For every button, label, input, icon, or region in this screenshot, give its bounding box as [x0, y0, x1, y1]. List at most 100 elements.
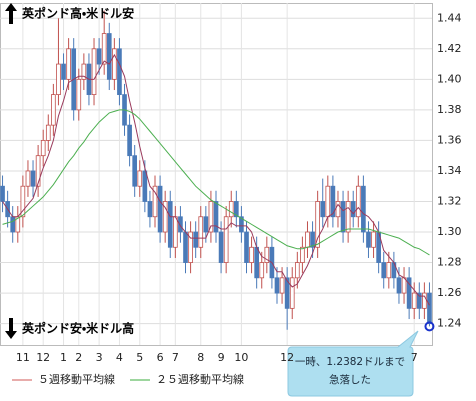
candle-body — [30, 170, 36, 187]
candle-body — [56, 63, 61, 96]
legend-label: ５週移動平均線 — [38, 372, 115, 386]
candle-body — [152, 185, 158, 218]
candle-body — [325, 185, 331, 218]
candle-body — [371, 231, 376, 248]
y-tick-label: 1.36 — [437, 133, 462, 146]
candle-body — [284, 277, 290, 309]
x-tick-label: 12 — [36, 351, 50, 364]
x-tick-label: 4 — [116, 351, 123, 364]
y-tick-label: 1.38 — [437, 103, 462, 116]
candle-body — [25, 170, 31, 187]
candle-body — [427, 292, 432, 325]
candle-body — [305, 231, 310, 248]
candle-body — [142, 170, 148, 202]
callout-text: 急落した — [329, 373, 371, 386]
y-tick-label: 1.28 — [437, 256, 462, 269]
candle-body — [213, 201, 219, 233]
candle-body — [147, 201, 153, 218]
candle-body — [132, 155, 138, 187]
candle-body — [0, 185, 5, 202]
candle-body — [40, 140, 46, 157]
candle-body — [45, 124, 51, 141]
candle-body — [157, 185, 163, 233]
candle-body — [294, 262, 300, 279]
x-tick-label: 5 — [136, 351, 143, 364]
candle-body — [101, 33, 107, 65]
candle-body — [112, 48, 117, 80]
candle-body — [249, 246, 254, 263]
legend: ５週移動平均線 ２５週移動平均線 — [12, 372, 244, 386]
candle-body — [198, 216, 204, 248]
candle-body — [406, 277, 412, 309]
candle-body — [91, 48, 97, 96]
candle-body — [208, 201, 214, 233]
x-tick-label: 9 — [218, 351, 225, 364]
moving-average-line — [2, 109, 430, 256]
candle-body — [239, 216, 244, 233]
candle-body — [96, 48, 102, 65]
candle-body — [178, 216, 183, 233]
candle-body — [259, 262, 265, 279]
candle-body — [162, 201, 168, 233]
candle-body — [289, 277, 295, 309]
candle-body — [254, 246, 259, 279]
candle-body — [350, 201, 356, 218]
x-tick-label: 2 — [75, 351, 82, 364]
y-tick-label: 1.24 — [437, 317, 462, 330]
candle-body — [330, 185, 336, 218]
candle-body — [106, 33, 112, 80]
y-tick-label: 1.40 — [437, 72, 462, 85]
candle-body — [233, 201, 239, 218]
candle-body — [310, 231, 315, 248]
candle-body — [366, 231, 371, 248]
x-tick-label: 10 — [234, 351, 248, 364]
callout-text: 一時、1.2382ドルまで — [295, 356, 405, 368]
candle-body — [173, 216, 178, 248]
candle-body — [188, 231, 193, 263]
moving-average-line — [2, 53, 430, 306]
y-tick-label: 1.42 — [437, 42, 462, 55]
candle-body — [274, 277, 280, 294]
candle-body — [167, 201, 173, 248]
candle-body — [61, 63, 66, 80]
candle-body — [340, 201, 346, 233]
candle-body — [183, 231, 188, 263]
candle-body — [20, 185, 26, 218]
candle-body — [386, 262, 392, 279]
candle-body — [315, 201, 320, 248]
plot-area — [0, 3, 433, 346]
marks — [0, 10, 432, 330]
x-tick-label: 6 — [157, 351, 164, 364]
candle-body — [416, 292, 422, 309]
callout-box — [287, 330, 419, 397]
legend-label: ２５週移動平均線 — [156, 372, 244, 386]
x-tick-label: 11 — [16, 351, 30, 364]
candle-body — [81, 63, 87, 80]
candle-body — [51, 94, 56, 126]
x-tick-label: 3 — [96, 351, 103, 364]
candle-body — [35, 155, 41, 187]
x-tick-label: 1 — [60, 351, 67, 364]
annotation-top: 英ポンド高・米ドル安 — [22, 6, 134, 21]
candle-body — [10, 216, 16, 233]
candle-body — [335, 201, 341, 218]
x-tick-label: 12 — [280, 351, 294, 364]
x-tick-label: 7 — [411, 351, 418, 364]
candle-body — [422, 292, 427, 309]
candle-body — [264, 246, 270, 263]
candle-body — [345, 201, 351, 233]
y-tick-label: 1.44 — [437, 11, 462, 24]
low-marker — [424, 321, 435, 332]
y-tick-label: 1.26 — [437, 286, 462, 299]
candle-body — [117, 48, 122, 96]
candle-body — [218, 231, 224, 263]
candle-body — [300, 246, 305, 263]
candle-body — [361, 185, 366, 233]
x-tick-label: 7 — [172, 351, 179, 364]
annotation-bottom: 英ポンド安・米ドル高 — [22, 321, 134, 336]
down-arrow — [5, 318, 17, 339]
up-arrow — [5, 3, 17, 24]
y-tick-label: 1.34 — [437, 164, 462, 177]
candle-body — [127, 124, 132, 157]
candle-body — [244, 231, 249, 263]
